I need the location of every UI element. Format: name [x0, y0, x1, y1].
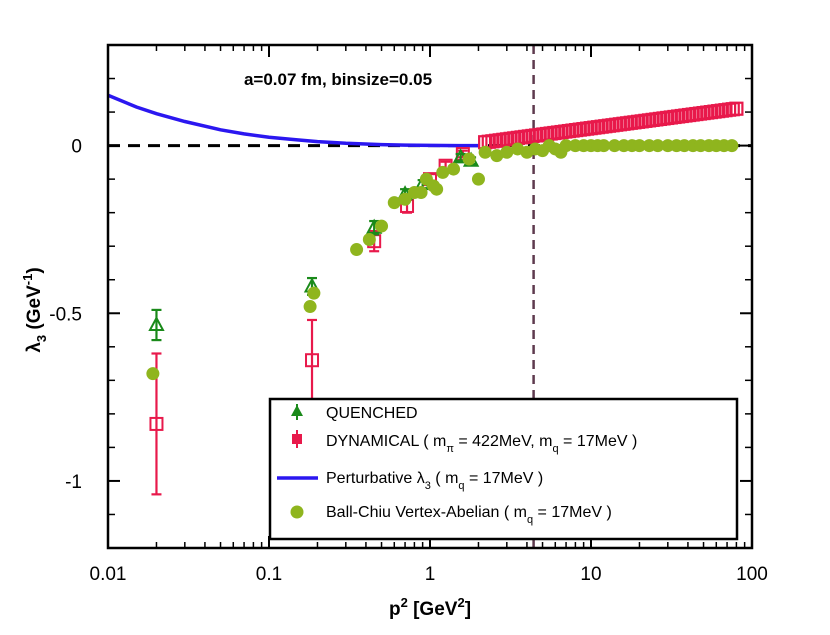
ball-chiu-point-2: [307, 286, 321, 300]
ball-chiu-point-19: [500, 145, 514, 159]
legend-entry-perturbative: Perturbative λ3 ( mq = 17MeV ): [277, 470, 543, 492]
legend-entry-ball-chiu: Ball-Chiu Vertex-Abelian ( mq = 17MeV ): [290, 504, 612, 526]
legend-perturbative-label: Perturbative λ3 ( mq = 17MeV ): [326, 470, 543, 492]
legend: QUENCHED DYNAMICAL ( mπ = 422MeV, mq = 1…: [268, 397, 739, 541]
chart-annotation: a=0.07 fm, binsize=0.05: [244, 70, 432, 89]
x-tick-label-4: 100: [736, 564, 768, 585]
x-tick-label-0: 0.01: [90, 564, 127, 585]
ball-chiu-point-32: [597, 139, 611, 153]
legend-entry-quenched: QUENCHED: [291, 404, 418, 422]
legend-ball-chiu-marker: [290, 505, 304, 519]
legend-entry-dynamical: DYNAMICAL ( mπ = 422MeV, mq = 17MeV ): [292, 430, 637, 455]
ball-chiu-point-6: [387, 196, 401, 210]
plot-data: [107, 93, 744, 496]
ball-chiu-point-7: [398, 192, 412, 206]
legend-quenched-label: QUENCHED: [326, 405, 418, 422]
ball-chiu-point-18: [490, 149, 504, 163]
ball-chiu-point-33: [608, 139, 622, 153]
ball-chiu-point-13: [436, 165, 450, 179]
dynamical-point-1: [305, 353, 320, 368]
x-axis-label: p2 [GeV2]: [389, 595, 471, 620]
x-tick-label-2: 1: [425, 564, 436, 585]
ball-chiu-point-38: [651, 139, 665, 153]
legend-quenched-marker: [291, 405, 303, 416]
quenched-point-0: [148, 315, 165, 332]
ball-chiu-point-3: [350, 243, 364, 257]
legend-box: [268, 397, 739, 541]
legend-ball-chiu-label: Ball-Chiu Vertex-Abelian ( mq = 17MeV ): [326, 504, 612, 526]
dynamical-point-0: [149, 416, 164, 431]
ball-chiu-point-5: [375, 219, 389, 233]
axes: 0.01 0.1 1 10 100 0 -0.5 -1: [49, 43, 768, 585]
legend-dynamical-marker: [292, 434, 302, 444]
ball-chiu-point-47: [725, 139, 739, 153]
dynamical-band-point-69: [729, 101, 744, 116]
ball-chiu-point-17: [478, 145, 492, 159]
ball-chiu-point-4: [362, 232, 376, 246]
ball-chiu-point-15: [462, 152, 476, 166]
y-axis-label: λ3 (GeV-1): [20, 267, 49, 352]
ball-chiu-point-0: [146, 367, 160, 381]
ball-chiu-point-9: [414, 186, 428, 200]
ball-chiu-point-16: [471, 172, 485, 186]
x-tick-label-3: 10: [580, 564, 601, 585]
legend-dynamical-label: DYNAMICAL ( mπ = 422MeV, mq = 17MeV ): [326, 433, 637, 455]
x-tick-label-1: 0.1: [256, 564, 282, 585]
y-tick-label-2: -1: [65, 472, 82, 493]
ball-chiu-point-36: [632, 139, 646, 153]
ball-chiu-point-27: [559, 139, 573, 153]
perturbative-curve: [107, 93, 479, 148]
ball-chiu-point-12: [430, 182, 444, 196]
y-tick-label-1: -0.5: [49, 304, 82, 325]
ball-chiu-point-1: [303, 300, 317, 314]
ball-chiu-point-14: [447, 162, 461, 176]
y-tick-label-0: 0: [71, 137, 82, 158]
